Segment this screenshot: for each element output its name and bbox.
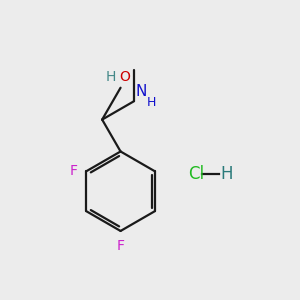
Text: O: O (119, 70, 130, 84)
Text: Cl: Cl (188, 165, 204, 183)
Text: H: H (220, 165, 232, 183)
Text: F: F (117, 239, 124, 253)
Text: H: H (106, 70, 116, 84)
Text: F: F (70, 164, 78, 178)
Text: H: H (146, 96, 156, 109)
Text: N: N (136, 84, 147, 99)
